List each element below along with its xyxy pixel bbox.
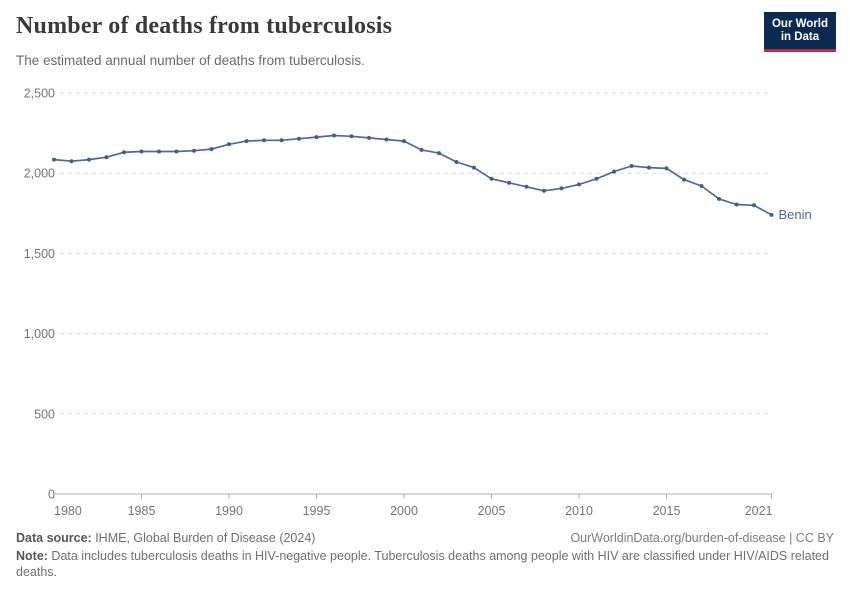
y-axis-tick-label: 500: [34, 407, 55, 421]
data-point[interactable]: [157, 149, 161, 154]
data-point[interactable]: [594, 176, 599, 181]
data-point[interactable]: [122, 150, 126, 155]
data-point[interactable]: [244, 139, 249, 144]
data-point[interactable]: [402, 139, 406, 144]
data-point[interactable]: [297, 136, 301, 141]
x-axis-tick-label: 2005: [478, 504, 506, 518]
y-axis-tick-label: 2,500: [24, 87, 55, 101]
x-axis-group: 1980 1985 1990 1995 2000 2005 2010 2015 2021: [53, 493, 773, 518]
data-point[interactable]: [734, 202, 739, 207]
data-point[interactable]: [87, 157, 91, 162]
series-end-label-benin[interactable]: Benin: [779, 207, 812, 222]
data-point[interactable]: [664, 166, 669, 171]
data-point[interactable]: [577, 182, 581, 187]
data-point[interactable]: [559, 186, 564, 191]
data-point[interactable]: [279, 138, 284, 143]
data-point[interactable]: [454, 160, 459, 164]
y-axis-tick-label: 1,000: [24, 327, 55, 341]
gridlines-group: [60, 92, 770, 415]
series-line-benin[interactable]: [53, 134, 773, 216]
x-axis-tick-label: 1990: [215, 504, 243, 518]
x-axis-tick-label: 1980: [54, 504, 82, 518]
data-point[interactable]: [209, 147, 214, 152]
data-point[interactable]: [367, 135, 371, 140]
y-axis-tick-label: 1,500: [24, 247, 55, 261]
data-point[interactable]: [542, 188, 546, 193]
data-point[interactable]: [332, 133, 336, 138]
data-point[interactable]: [104, 155, 109, 160]
data-point[interactable]: [769, 212, 774, 217]
data-point[interactable]: [612, 169, 616, 174]
data-point[interactable]: [437, 151, 441, 156]
data-points-group: [52, 133, 774, 217]
data-point[interactable]: [349, 134, 354, 139]
x-axis-tick-label: 2021: [745, 504, 773, 518]
data-point[interactable]: [647, 165, 651, 170]
owid-logo[interactable]: Our World in Data: [763, 12, 836, 52]
data-point[interactable]: [507, 180, 511, 185]
x-axis-tick-label: 1995: [303, 504, 331, 518]
data-point[interactable]: [192, 148, 196, 153]
chart-subtitle: The estimated annual number of deaths fr…: [16, 53, 365, 68]
data-point[interactable]: [489, 176, 494, 181]
y-axis-tick-label: 0: [48, 488, 55, 502]
y-axis-labels-group: 0 500 1,000 1,500 2,000 2,500: [24, 87, 55, 502]
data-point[interactable]: [384, 137, 389, 142]
y-axis-tick-label: 2,000: [24, 167, 55, 181]
data-point[interactable]: [262, 138, 266, 143]
data-point[interactable]: [227, 142, 231, 147]
data-source-text: Data source: IHME, Global Burden of Dise…: [16, 531, 316, 545]
data-point[interactable]: [69, 159, 74, 164]
data-point[interactable]: [629, 164, 634, 168]
data-point[interactable]: [419, 147, 424, 152]
chart-footer: Data source: IHME, Global Burden of Dise…: [16, 530, 834, 581]
data-point[interactable]: [52, 157, 56, 162]
x-axis-tick-label: 2000: [390, 504, 418, 518]
data-point[interactable]: [682, 177, 686, 182]
owid-logo-line2: in Data: [780, 31, 820, 43]
x-axis-tick-label: 2010: [565, 504, 593, 518]
page-title: Number of deaths from tuberculosis: [16, 13, 393, 39]
data-point[interactable]: [174, 149, 179, 154]
data-point[interactable]: [524, 184, 529, 189]
owid-license-link[interactable]: OurWorldinData.org/burden-of-disease | C…: [570, 531, 834, 545]
data-point[interactable]: [717, 196, 721, 201]
data-source-label: Data source:: [16, 531, 92, 545]
x-axis-tick-label: 2015: [653, 504, 681, 518]
x-axis-tick-label: 1985: [128, 504, 156, 518]
data-point[interactable]: [752, 203, 756, 208]
chart-note: Note: Data includes tuberculosis deaths …: [16, 548, 829, 580]
owid-logo-line1: Our World: [771, 18, 828, 30]
data-point[interactable]: [314, 135, 319, 140]
data-point[interactable]: [472, 165, 476, 170]
data-point[interactable]: [139, 149, 144, 154]
series-group: [53, 134, 773, 216]
data-point[interactable]: [699, 184, 704, 188]
note-label: Note:: [16, 548, 48, 563]
